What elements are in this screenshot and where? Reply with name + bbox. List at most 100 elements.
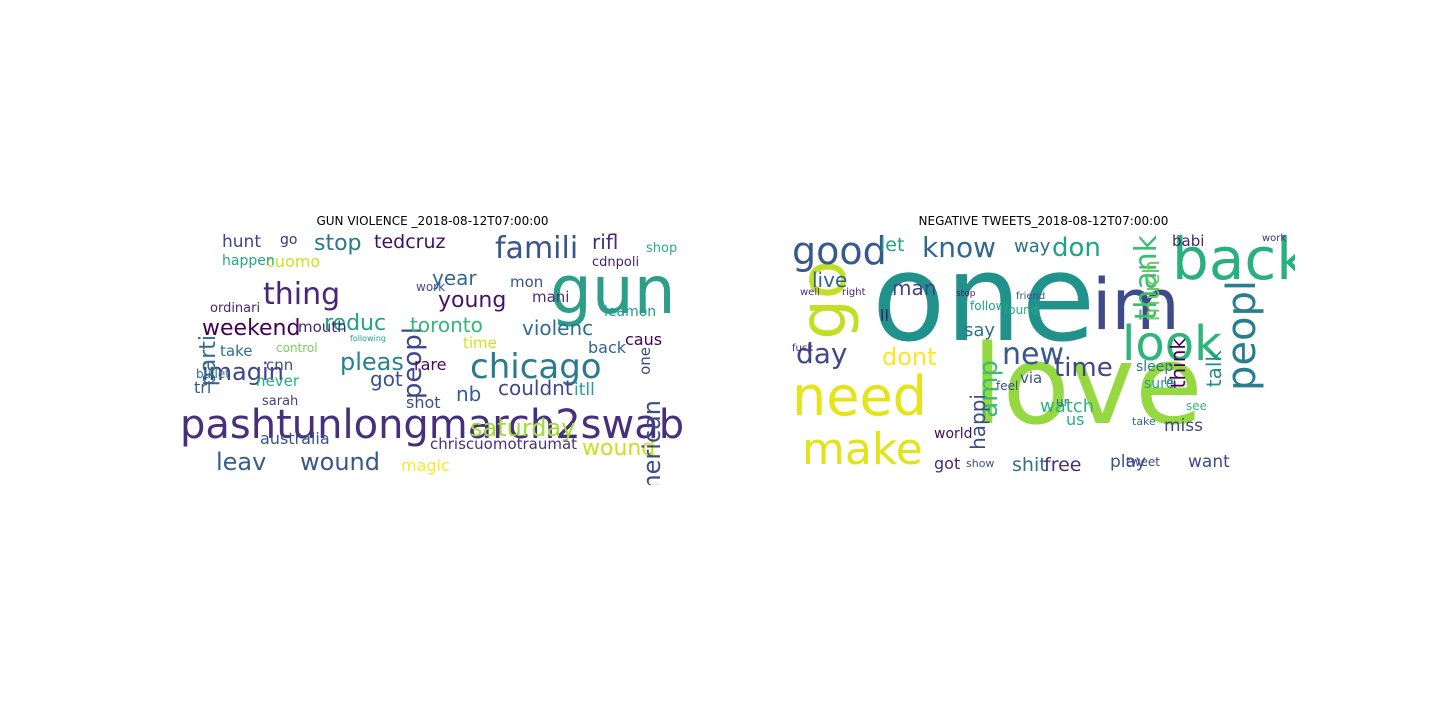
word-happen: happen xyxy=(222,253,275,269)
word-babi: babi xyxy=(1172,232,1205,250)
word-got: got xyxy=(934,454,961,473)
word-stop: stop xyxy=(314,231,362,256)
word-ll: ll xyxy=(880,306,889,325)
negative-tweets-word-cloud: one love need im back go make look good peopl than… xyxy=(792,230,1295,485)
word-sure: sure xyxy=(1144,376,1175,392)
word-take: take xyxy=(1132,415,1156,428)
word-ordinari: ordinari xyxy=(210,301,261,316)
word-make: make xyxy=(802,424,923,475)
word-cdnpoli: cdnpoli xyxy=(592,255,640,270)
word-play: play xyxy=(1110,452,1146,472)
word-sleep: sleep xyxy=(1136,359,1174,375)
word-shot: shot xyxy=(406,393,441,412)
word-caus: caus xyxy=(625,330,663,349)
word-pashtunlongmarch2swabi: pashtunlongmarch2swabi xyxy=(180,402,685,448)
word-watch: watch xyxy=(1040,396,1095,417)
word-feel: feel xyxy=(996,379,1019,393)
word-young: young xyxy=(438,288,507,313)
word-don: don xyxy=(1052,233,1101,263)
word-sarah: sarah xyxy=(262,394,299,409)
right-panel-title: NEGATIVE TWEETS_2018-08-12T07:00:00 xyxy=(918,214,1169,228)
word-dont: dont xyxy=(882,343,937,371)
word-magic: magic xyxy=(401,456,450,475)
word-say: say xyxy=(964,320,996,341)
word-australia: australia xyxy=(260,429,330,448)
word-live: live xyxy=(812,268,848,292)
word-chicago: chicago xyxy=(470,347,602,387)
word-new: new xyxy=(1002,337,1065,372)
word-couldnt: couldnt xyxy=(498,376,573,400)
word-world: world xyxy=(934,426,973,442)
word-mani: mani xyxy=(532,288,570,306)
word-famili: famili xyxy=(495,231,579,266)
word-tri: tri xyxy=(194,378,212,397)
word-found: found xyxy=(1004,303,1039,317)
word-hunt: hunt xyxy=(222,232,261,252)
word-way: way xyxy=(1014,236,1051,257)
word-talk: talk xyxy=(1202,350,1226,388)
word-leav: leav xyxy=(216,448,267,476)
word-one: one xyxy=(872,230,1096,369)
word-work: work xyxy=(416,280,446,294)
word-love: love xyxy=(972,321,1203,449)
word-need: need xyxy=(792,365,927,428)
word-shop: shop xyxy=(646,241,678,256)
word-nb: nb xyxy=(456,382,482,406)
word-shit: shit xyxy=(1012,454,1047,476)
word-saturday: saturday xyxy=(470,414,576,442)
word-imagin: imagin xyxy=(202,358,284,386)
word-thing: thing xyxy=(263,277,341,312)
word-well: well xyxy=(800,287,820,298)
word-cuomo: cuomo xyxy=(266,252,321,271)
gun-violence-word-cloud: pashtunlongmarch2swabi gun chicago famili th… xyxy=(180,230,685,485)
word-see: see xyxy=(1186,399,1208,413)
word-mon: mon xyxy=(510,273,544,291)
word-back: back xyxy=(1172,230,1295,293)
word-peopl: peopl xyxy=(1219,280,1265,391)
word-american: american xyxy=(638,400,666,485)
word-let: let xyxy=(880,234,905,256)
word-miss: miss xyxy=(1164,416,1203,436)
word-wound: wound xyxy=(582,436,656,461)
word-friend: friend xyxy=(1016,291,1046,302)
word-violenc: violenc xyxy=(522,316,594,340)
word-time: time xyxy=(1054,353,1113,383)
word-much: much xyxy=(1140,260,1165,322)
word-right: right xyxy=(842,287,866,298)
word-look: look xyxy=(1122,316,1222,372)
word-chriscuomotraumat: chriscuomotraumat xyxy=(430,435,578,453)
word-rifl: rifl xyxy=(592,230,619,254)
word-got: got xyxy=(370,367,403,391)
word-one: one xyxy=(636,347,654,375)
word-itll: itll xyxy=(574,380,595,400)
word-back: back xyxy=(588,338,627,357)
word-want: want xyxy=(1188,452,1230,472)
word-tweet: tweet xyxy=(1126,455,1160,469)
left-panel-title: GUN VIOLENCE _2018-08-12T07:00:00 xyxy=(316,214,549,228)
word-wound: wound xyxy=(300,448,380,476)
word-ur: ur xyxy=(1056,395,1069,409)
word-tedcruz: tedcruz xyxy=(374,231,446,253)
word-fuck: fuck xyxy=(792,343,814,354)
word-show: show xyxy=(966,457,995,470)
word-bullet: bullet xyxy=(196,367,230,381)
word-toronto: toronto xyxy=(410,313,483,337)
word-work: work xyxy=(1262,233,1287,244)
word-good: good xyxy=(792,230,887,273)
word-leamon: leamon xyxy=(604,304,657,320)
word-us: us xyxy=(1066,410,1085,429)
word-free: free xyxy=(1044,454,1082,476)
word-take: take xyxy=(220,342,253,360)
word-know: know xyxy=(922,231,996,264)
word-control: control xyxy=(276,341,318,355)
word-year: year xyxy=(432,266,477,290)
word-following: following xyxy=(350,334,386,343)
word-day: day xyxy=(796,337,848,370)
word-never: never xyxy=(256,372,300,390)
word-man: man xyxy=(892,276,937,300)
word-gun: gun xyxy=(550,252,676,329)
word-follow: follow xyxy=(970,299,1006,313)
word-im: im xyxy=(1092,264,1180,346)
word-go: go xyxy=(280,232,298,248)
